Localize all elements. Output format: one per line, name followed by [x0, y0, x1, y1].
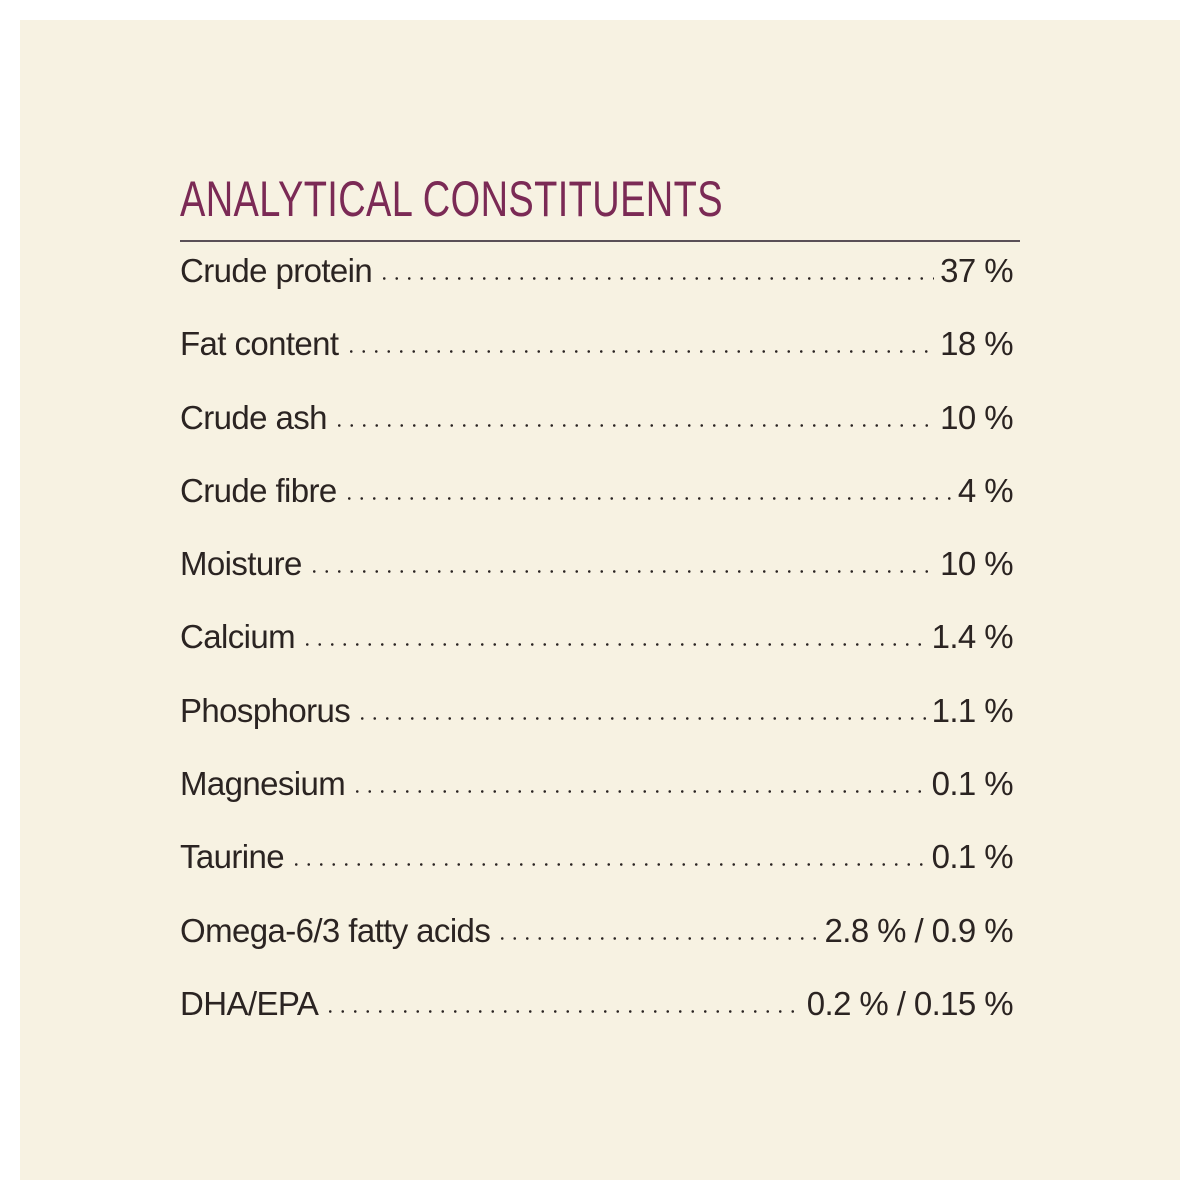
title: ANALYTICAL CONSTITUENTS — [180, 171, 723, 227]
dot-leader — [290, 863, 926, 867]
row-value: 1.4 % — [931, 618, 1014, 656]
row-label: Crude protein — [180, 252, 373, 289]
divider — [180, 240, 1020, 242]
table-row: Omega-6/3 fatty acids 2.8 % / 0.9 % — [180, 911, 1014, 985]
dot-leader — [351, 790, 926, 794]
card: ANALYTICAL CONSTITUENTS Crude protein 37 … — [20, 20, 1180, 1180]
dot-leader — [307, 570, 935, 574]
dot-leader — [301, 643, 926, 647]
table-row: Crude fibre 4 % — [180, 471, 1014, 545]
row-value: 2.8 % / 0.9 % — [824, 911, 1014, 949]
table-row: Phosphorus 1.1 % — [180, 691, 1014, 765]
dot-leader — [344, 350, 935, 354]
row-label: Crude fibre — [180, 471, 337, 509]
table-row: Moisture 10 % — [180, 545, 1014, 618]
dot-leader — [324, 1009, 801, 1013]
row-value: 0.1 % — [931, 765, 1014, 803]
table-row: Calcium 1.4 % — [180, 618, 1014, 691]
row-value: 10 % — [940, 398, 1013, 436]
row-label: Omega-6/3 fatty acids — [180, 911, 491, 949]
table-row: Magnesium 0.1 % — [180, 765, 1014, 838]
dot-leader — [342, 496, 952, 500]
table-row: DHA/EPA 0.2 % / 0.15 % — [180, 984, 1014, 1058]
row-label: Calcium — [180, 618, 296, 656]
dot-leader — [332, 423, 935, 427]
constituents-table: Crude protein 37 % Fat content 18 % Crude as… — [180, 252, 1014, 1058]
dot-leader — [356, 716, 926, 720]
row-label: Phosphorus — [180, 691, 351, 729]
row-label: Magnesium — [180, 765, 346, 803]
row-value: 10 % — [940, 545, 1013, 583]
table-row: Fat content 18 % — [180, 325, 1014, 398]
row-label: Taurine — [180, 838, 285, 876]
table-row: Taurine 0.1 % — [180, 838, 1014, 911]
row-value: 18 % — [940, 325, 1013, 363]
row-label: Fat content — [180, 325, 339, 363]
dot-leader — [496, 936, 819, 940]
row-value: 1.1 % — [931, 691, 1014, 729]
table-row: Crude protein 37 % — [180, 252, 1014, 325]
row-value: 37 % — [940, 252, 1013, 289]
row-value: 4 % — [957, 471, 1014, 509]
row-label: DHA/EPA — [180, 984, 319, 1022]
dot-leader — [378, 277, 935, 280]
row-value: 0.1 % — [931, 838, 1014, 876]
row-value: 0.2 % / 0.15 % — [806, 984, 1014, 1022]
table-row: Crude ash 10 % — [180, 398, 1014, 472]
row-label: Moisture — [180, 545, 302, 583]
row-label: Crude ash — [180, 398, 327, 436]
